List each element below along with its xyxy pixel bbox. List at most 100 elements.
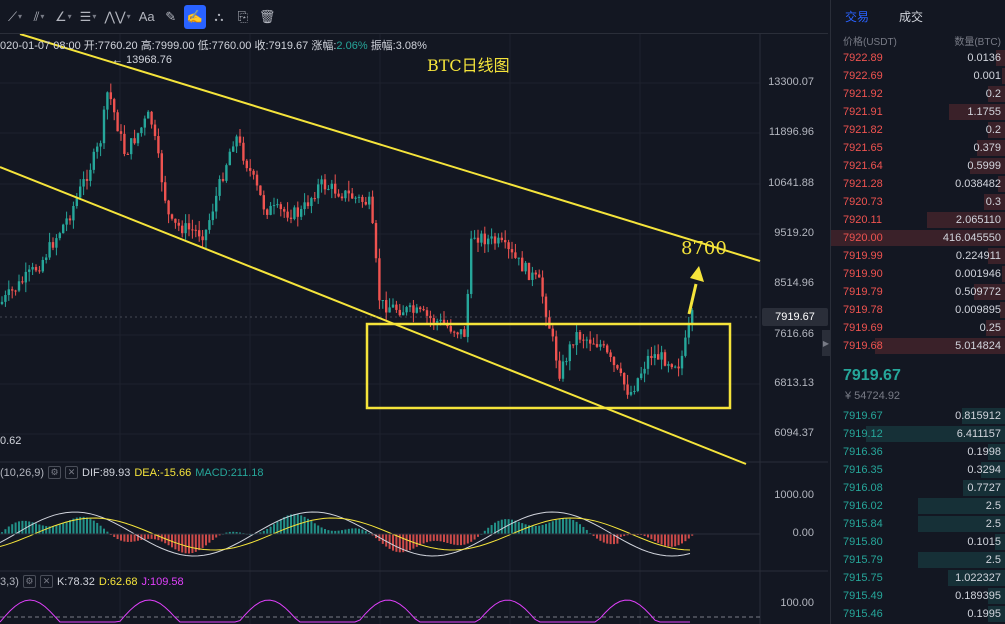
close-icon[interactable]: ✕ [65,466,79,479]
fib-tool-icon[interactable]: ∠ ▾ [55,8,72,24]
chevron-down-icon[interactable]: ▾ [40,12,45,21]
candle-body [160,153,163,183]
macd-histogram-bar [432,534,435,541]
bid-row[interactable]: 7916.35 0.3294 [831,461,1005,479]
depth-bar [994,534,1005,550]
candle-body [381,300,384,302]
ohlc-amp: 3.08% [395,40,427,52]
panel-collapse-handle[interactable]: ▶ [822,330,830,356]
pattern-tool-icon[interactable]: ☰ ▾ [79,8,97,24]
ask-row[interactable]: 7921.28 0.038482 [831,175,1005,193]
bid-row[interactable]: 7919.12 6.411157 [831,425,1005,443]
order-price: 7921.65 [843,142,883,154]
chart-annotation-title[interactable]: BTC日线图 [427,56,510,75]
bid-row[interactable]: 7915.80 0.1015 [831,533,1005,551]
channel-lower-line [0,166,747,465]
macd-histogram-bar [18,521,20,534]
chevron-down-icon[interactable]: ▾ [67,12,72,21]
ask-row[interactable]: 7919.68 5.014824 [831,337,1005,355]
ask-row[interactable]: 7919.78 0.009895 [831,301,1005,319]
ask-row[interactable]: 7919.79 0.509772 [831,283,1005,301]
macd-histogram-bar [225,532,228,534]
macd-histogram-bar [198,534,201,551]
bid-row[interactable]: 7916.08 0.7727 [831,479,1005,497]
macd-histogram-bar [307,518,309,534]
macd-histogram-bar [453,534,456,545]
bid-row[interactable]: 7915.84 2.5 [831,515,1005,533]
kdj-d: 62.68 [109,575,138,588]
macd-histogram-bar [58,524,61,534]
ask-row[interactable]: 7919.90 0.001946 [831,265,1005,283]
settings-icon[interactable]: ⚙ [22,575,36,588]
chart-canvas[interactable] [0,34,828,624]
wave-tool-icon[interactable]: ⋀⋁ ▾ [104,8,131,24]
candle-body [177,222,180,226]
candle-body [629,392,633,395]
candle-body [585,339,588,341]
bid-row[interactable]: 7915.49 0.189395 [831,587,1005,605]
tab-deals[interactable]: 成交 [899,10,924,24]
order-price: 7915.79 [843,554,883,566]
candle-body [79,186,82,198]
ask-row[interactable]: 7919.99 0.224911 [831,247,1005,265]
candle-body [245,160,248,169]
ask-row[interactable]: 7920.11 2.065110 [831,211,1005,229]
bid-row[interactable]: 7915.75 1.022327 [831,569,1005,587]
bid-row[interactable]: 7915.79 2.5 [831,551,1005,569]
candle-body [194,229,197,231]
chart-area[interactable]: 020-01-07 08:00 开:7760.20 高:7999.00 低:77… [0,34,828,624]
ruler-icon[interactable]: ✎ [165,8,177,24]
order-price: 7916.35 [843,464,883,476]
ask-row[interactable]: 7921.92 0.2 [831,85,1005,103]
lock-icon[interactable]: ⎘ [237,8,249,24]
bid-row[interactable]: 7915.46 0.1995 [831,605,1005,623]
macd-histogram-bar [436,534,439,541]
chevron-down-icon[interactable]: ▾ [92,12,97,21]
ask-row[interactable]: 7921.65 0.379 [831,139,1005,157]
candle-body [221,179,225,181]
bid-row[interactable]: 7916.36 0.1998 [831,443,1005,461]
chevron-down-icon[interactable]: ▾ [126,12,131,21]
candle-body [334,183,337,194]
bid-row[interactable]: 7916.02 2.5 [831,497,1005,515]
settings-icon[interactable]: ⚙ [48,466,62,479]
chevron-down-icon[interactable]: ▾ [18,12,23,21]
ask-row[interactable]: 7919.69 0.25 [831,319,1005,337]
chart-annotation-target[interactable]: 8700 [681,238,727,259]
col-price-header: 价格(USDT) [843,37,897,48]
macd-dea: -15.66 [160,466,192,479]
candle-body [198,230,201,237]
bid-row[interactable]: 7919.67 0.815912 [831,407,1005,425]
multiline-tool-icon[interactable]: ⫽ ▾ [33,8,45,24]
macd-histogram-bar [344,529,347,534]
ask-row[interactable]: 7921.64 0.5999 [831,157,1005,175]
macd-histogram-bar [409,534,411,551]
candle-body [361,196,364,202]
price-axis-tick: 10641.88 [768,177,814,189]
tab-trade[interactable]: 交易 [845,10,870,24]
candle-body [606,345,609,353]
ask-row[interactable]: 7921.82 0.2 [831,121,1005,139]
macd-histogram-bar [446,534,449,543]
line-tool-icon[interactable]: ⟋ ▾ [7,8,23,24]
brush-tool-icon[interactable]: ✍ [183,4,206,29]
candle-body [589,339,592,344]
ask-row[interactable]: 7922.69 0.001 [831,67,1005,85]
close-icon[interactable]: ✕ [39,575,53,588]
magnet-icon[interactable]: ⛬ [214,8,224,24]
macd-histogram-bar [62,523,65,534]
order-qty: 2.5 [985,518,1001,530]
candle-body [310,198,313,207]
ask-row[interactable]: 7921.91 1.1755 [831,103,1005,121]
macd-histogram-bar [517,521,520,534]
trash-icon[interactable]: 🗑 [258,8,276,24]
candle-body [449,326,452,332]
macd-histogram-bar [130,534,133,542]
order-qty: 0.001 [973,70,1001,82]
text-tool-icon[interactable]: Aa [138,9,155,24]
order-price: 7916.36 [843,446,883,458]
candle-body [89,169,92,181]
ask-row[interactable]: 7922.89 0.0136 [831,49,1005,67]
ask-row[interactable]: 7920.73 0.3 [831,193,1005,211]
ask-row[interactable]: 7920.00 416.045550 [831,229,1005,247]
